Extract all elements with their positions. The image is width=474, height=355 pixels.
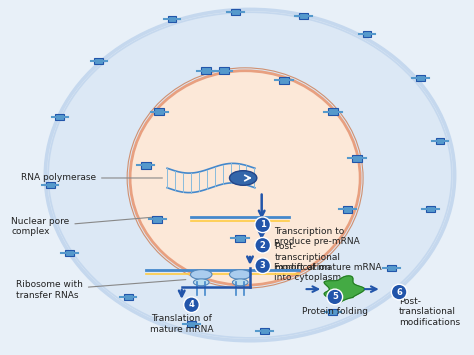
Bar [141,162,151,169]
Text: 2: 2 [260,241,265,250]
Ellipse shape [193,279,209,286]
Text: 5: 5 [332,293,338,301]
Text: 1: 1 [260,220,265,229]
Ellipse shape [229,171,257,185]
Text: RNA polymerase: RNA polymerase [21,174,163,182]
Text: 4: 4 [189,300,194,309]
Bar [279,77,289,84]
Bar [328,108,338,115]
Text: Translation of
mature mRNA: Translation of mature mRNA [150,315,213,334]
Bar [187,321,196,327]
Bar [426,206,435,212]
Text: Ribosome with
transfer RNAs: Ribosome with transfer RNAs [16,280,186,300]
Bar [153,216,162,223]
Bar [387,265,396,271]
Text: Nuclear pore
complex: Nuclear pore complex [11,217,153,236]
Ellipse shape [191,270,212,279]
Text: 6: 6 [396,288,402,296]
Bar [328,308,337,315]
Text: Transcription to
produce pre-mRNA: Transcription to produce pre-mRNA [274,227,360,246]
Ellipse shape [229,270,251,279]
Text: 3: 3 [260,261,265,270]
Bar [260,328,269,334]
Bar [299,13,308,20]
Polygon shape [324,276,365,302]
Text: Post-
translational
modifications: Post- translational modifications [399,297,460,327]
Text: Post-
transcriptional
modification: Post- transcriptional modification [274,242,340,272]
Bar [55,114,64,120]
Bar [201,67,211,74]
Circle shape [255,217,271,233]
Bar [352,155,362,162]
Bar [416,75,425,81]
Bar [155,108,164,115]
Bar [124,294,133,300]
Text: Export of mature mRNA
into cytoplasm: Export of mature mRNA into cytoplasm [274,263,382,282]
Bar [46,182,55,188]
Circle shape [184,297,199,312]
Bar [436,138,445,144]
Bar [219,67,228,74]
Ellipse shape [45,9,455,341]
Ellipse shape [232,279,248,286]
Bar [168,16,176,22]
Ellipse shape [130,71,360,285]
Text: Protein folding: Protein folding [302,307,368,316]
Circle shape [392,284,407,300]
Bar [231,9,240,16]
Bar [363,31,371,37]
Bar [343,206,352,213]
Circle shape [255,258,271,274]
Circle shape [327,289,343,305]
Circle shape [255,237,271,253]
Bar [65,250,74,256]
Bar [94,58,103,64]
Bar [236,235,245,242]
